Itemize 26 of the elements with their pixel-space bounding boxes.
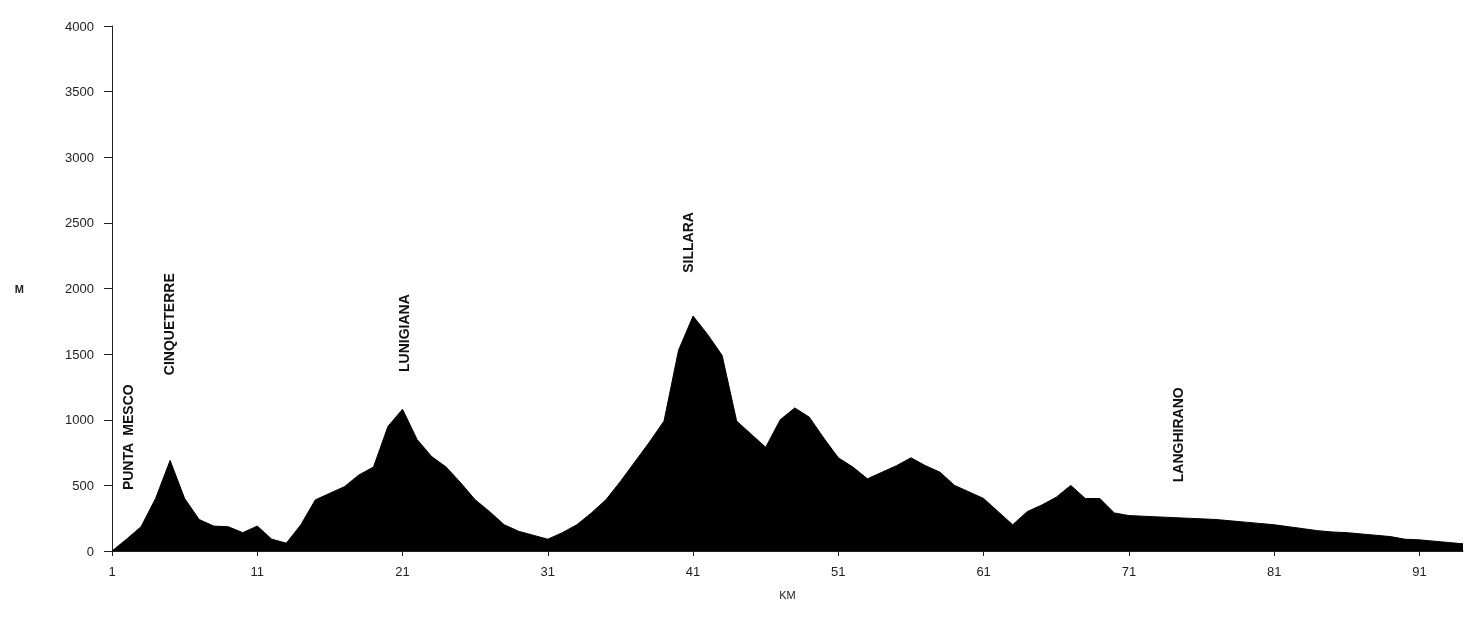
annotation: SILLARA xyxy=(679,212,696,273)
x-tick-label: 31 xyxy=(540,564,556,579)
x-tick-label: 11 xyxy=(250,564,265,579)
y-tick-label: 2000 xyxy=(65,281,94,296)
y-tick-label: 4000 xyxy=(65,18,94,34)
x-tick-label: 41 xyxy=(685,564,701,579)
annotation: CINQUETERRE xyxy=(160,273,177,376)
x-tick-label: 1 xyxy=(108,564,116,579)
x-tick-label: 81 xyxy=(1266,564,1282,579)
y-tick-label: 1000 xyxy=(65,412,94,428)
x-axis-title: KM xyxy=(779,588,796,601)
x-tick-label: 21 xyxy=(395,564,410,579)
annotation: PUNTA MESCO xyxy=(120,384,137,491)
y-tick-label: 1500 xyxy=(65,346,94,362)
y-tick-label: 3000 xyxy=(65,149,94,165)
y-tick-label: 2500 xyxy=(65,215,94,231)
y-tick-label: 0 xyxy=(86,543,94,559)
annotation: LANGHIRANO xyxy=(1169,387,1186,483)
x-tick-label: 71 xyxy=(1121,564,1137,579)
y-tick-label: 3500 xyxy=(65,84,94,100)
y-axis-title: M xyxy=(14,282,24,295)
x-tick-label: 91 xyxy=(1412,564,1427,579)
x-tick-label: 51 xyxy=(831,564,846,579)
x-tick-label: 61 xyxy=(976,564,991,579)
annotation: LUNIGIANA xyxy=(395,294,412,372)
y-tick-label: 500 xyxy=(72,477,94,493)
